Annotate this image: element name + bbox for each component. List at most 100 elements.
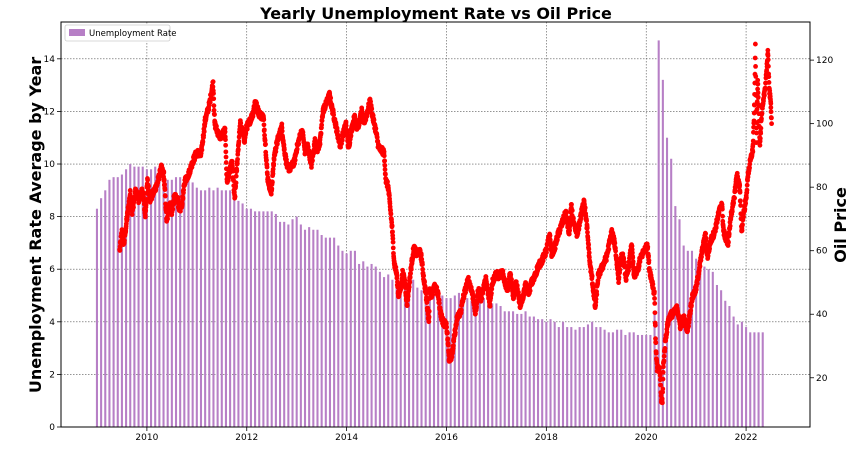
bar-series: [95, 40, 764, 428]
bar: [349, 250, 352, 427]
oil-price-point: [726, 231, 732, 237]
oil-price-point: [393, 264, 399, 270]
oil-price-point: [373, 126, 379, 132]
bar: [108, 179, 111, 427]
oil-price-point: [578, 212, 584, 218]
oil-price-point: [405, 297, 411, 303]
oil-price-point: [742, 206, 748, 212]
oil-price-point: [758, 125, 764, 131]
oil-price-point: [653, 350, 659, 356]
bar: [720, 290, 723, 427]
bar: [661, 79, 664, 427]
oil-price-point: [626, 268, 631, 274]
oil-price-point: [637, 259, 643, 265]
oil-price-point: [540, 258, 546, 264]
bar: [507, 311, 510, 427]
oil-price-point: [737, 189, 743, 195]
oil-price-point: [458, 307, 464, 313]
y2-tick-label: 120: [816, 56, 833, 66]
oil-price-point: [662, 346, 668, 351]
bar: [528, 316, 531, 427]
x-axis: 2010 2012 2014 2016 2018 2020 2022: [135, 427, 758, 443]
oil-price-point: [567, 223, 573, 229]
oil-price-point: [382, 158, 388, 164]
oil-price-point: [180, 196, 186, 201]
oil-price-point: [426, 319, 432, 325]
oil-price-point: [754, 130, 760, 136]
bar: [199, 190, 203, 427]
bar: [736, 324, 739, 427]
oil-price-point: [127, 188, 133, 193]
scatter-series: [117, 41, 774, 406]
oil-price-point: [171, 201, 177, 207]
bar: [499, 306, 502, 427]
bar: [520, 313, 523, 427]
oil-price-point: [731, 200, 736, 206]
bar: [482, 298, 485, 427]
oil-price-point: [727, 223, 733, 229]
bar: [403, 284, 406, 427]
oil-price-point: [264, 164, 270, 170]
oil-price-point: [587, 260, 593, 265]
oil-price-point: [162, 181, 167, 187]
bar: [399, 282, 402, 427]
oil-price-point: [347, 140, 353, 146]
bar: [561, 321, 565, 427]
bar: [641, 334, 644, 427]
oil-price-point: [567, 228, 573, 233]
oil-price-point: [660, 364, 666, 370]
bar: [137, 166, 140, 427]
x-tick-label: 2014: [335, 433, 358, 443]
oil-price-point: [707, 246, 712, 252]
bar: [104, 190, 107, 427]
oil-price-point: [737, 183, 743, 188]
oil-price-point: [235, 147, 241, 152]
oil-price-point: [630, 255, 636, 260]
bar: [437, 292, 440, 427]
bar: [686, 250, 689, 427]
bar: [470, 300, 473, 427]
oil-price-point: [199, 147, 205, 153]
bar: [653, 311, 656, 427]
bar: [116, 177, 119, 427]
oil-price-point: [521, 292, 527, 298]
y-tick-label: 14: [44, 55, 56, 65]
y-tick-label: 12: [44, 107, 55, 117]
bar: [549, 319, 552, 427]
oil-price-point: [726, 239, 731, 245]
oil-price-point: [703, 231, 709, 237]
bar: [337, 245, 340, 427]
bar: [732, 316, 735, 427]
oil-price-point: [755, 77, 761, 83]
bar: [312, 229, 315, 427]
bar: [395, 277, 398, 427]
oil-price-point: [271, 157, 277, 163]
bar: [603, 329, 606, 427]
oil-price-point: [404, 303, 410, 308]
oil-price-point: [270, 166, 276, 172]
oil-price-point: [738, 203, 744, 208]
bar: [445, 298, 448, 427]
bar: [724, 300, 727, 427]
x-tick-label: 2018: [535, 433, 558, 443]
oil-price-point: [143, 202, 149, 208]
oil-price-point: [430, 292, 436, 298]
oil-price-point: [128, 193, 133, 199]
oil-price-point: [516, 289, 521, 295]
bar: [287, 224, 290, 427]
oil-price-point: [162, 193, 168, 199]
bar: [378, 271, 381, 427]
oil-price-point: [715, 216, 721, 222]
oil-price-point: [744, 195, 749, 201]
oil-price-point: [617, 267, 623, 273]
oil-price-point: [211, 96, 217, 102]
bar: [428, 295, 431, 427]
oil-price-point: [343, 123, 349, 129]
bar: [599, 327, 602, 427]
bar: [283, 221, 286, 427]
y2-tick-label: 20: [816, 374, 828, 384]
oil-price-point: [750, 149, 756, 155]
oil-price-point: [703, 235, 709, 241]
bar: [574, 329, 577, 427]
